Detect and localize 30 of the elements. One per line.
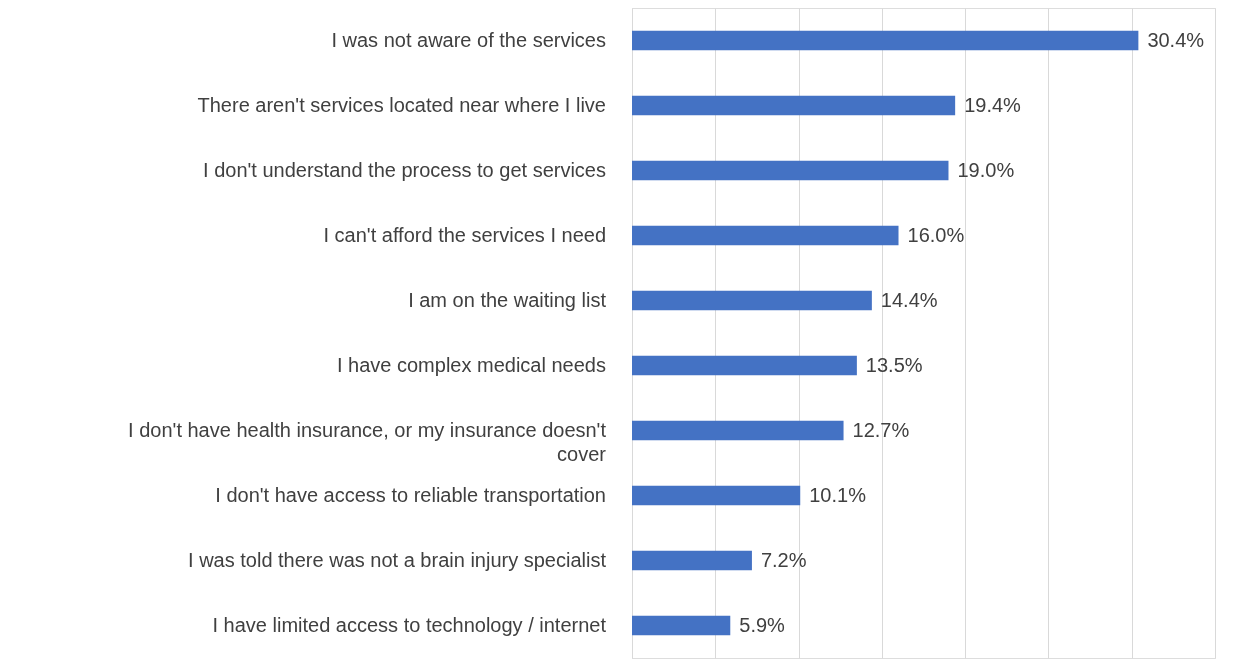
bar <box>632 615 731 636</box>
data-label: 19.4% <box>964 93 1022 116</box>
y-tick-label: I don't understand the process to get services <box>203 158 606 181</box>
y-tick-label: There aren't services located near where I live <box>197 93 606 116</box>
data-label: 16.0% <box>907 223 965 246</box>
data-label: 7.2% <box>760 548 807 571</box>
data-label: 13.5% <box>865 353 923 376</box>
data-label: 14.4% <box>880 288 938 311</box>
data-label: 5.9% <box>739 613 786 636</box>
y-tick-label: I am on the waiting list <box>408 288 607 311</box>
y-tick-label: I don't have health insurance, or my insurance doesn't cover <box>128 418 607 465</box>
bar <box>632 30 1139 51</box>
bar <box>632 95 956 116</box>
data-label: 19.0% <box>957 158 1015 181</box>
data-label: 10.1% <box>809 483 867 506</box>
y-tick-label: I have complex medical needs <box>336 353 606 376</box>
bar <box>632 420 844 441</box>
y-tick-label: I was told there was not a brain injury specialist <box>188 548 607 571</box>
y-tick-label: I was not aware of the services <box>331 28 606 51</box>
bar <box>632 355 857 376</box>
data-label: 12.7% <box>852 418 910 441</box>
bar <box>632 290 872 311</box>
bar <box>632 550 752 571</box>
bar <box>632 160 949 181</box>
bar <box>632 225 899 246</box>
bar <box>632 485 801 506</box>
y-tick-label: I have limited access to technology / internet <box>212 613 607 636</box>
y-tick-label: I don't have access to reliable transportation <box>215 483 606 506</box>
data-label: 30.4% <box>1147 28 1205 51</box>
y-tick-label: I can't afford the services I need <box>323 223 606 246</box>
